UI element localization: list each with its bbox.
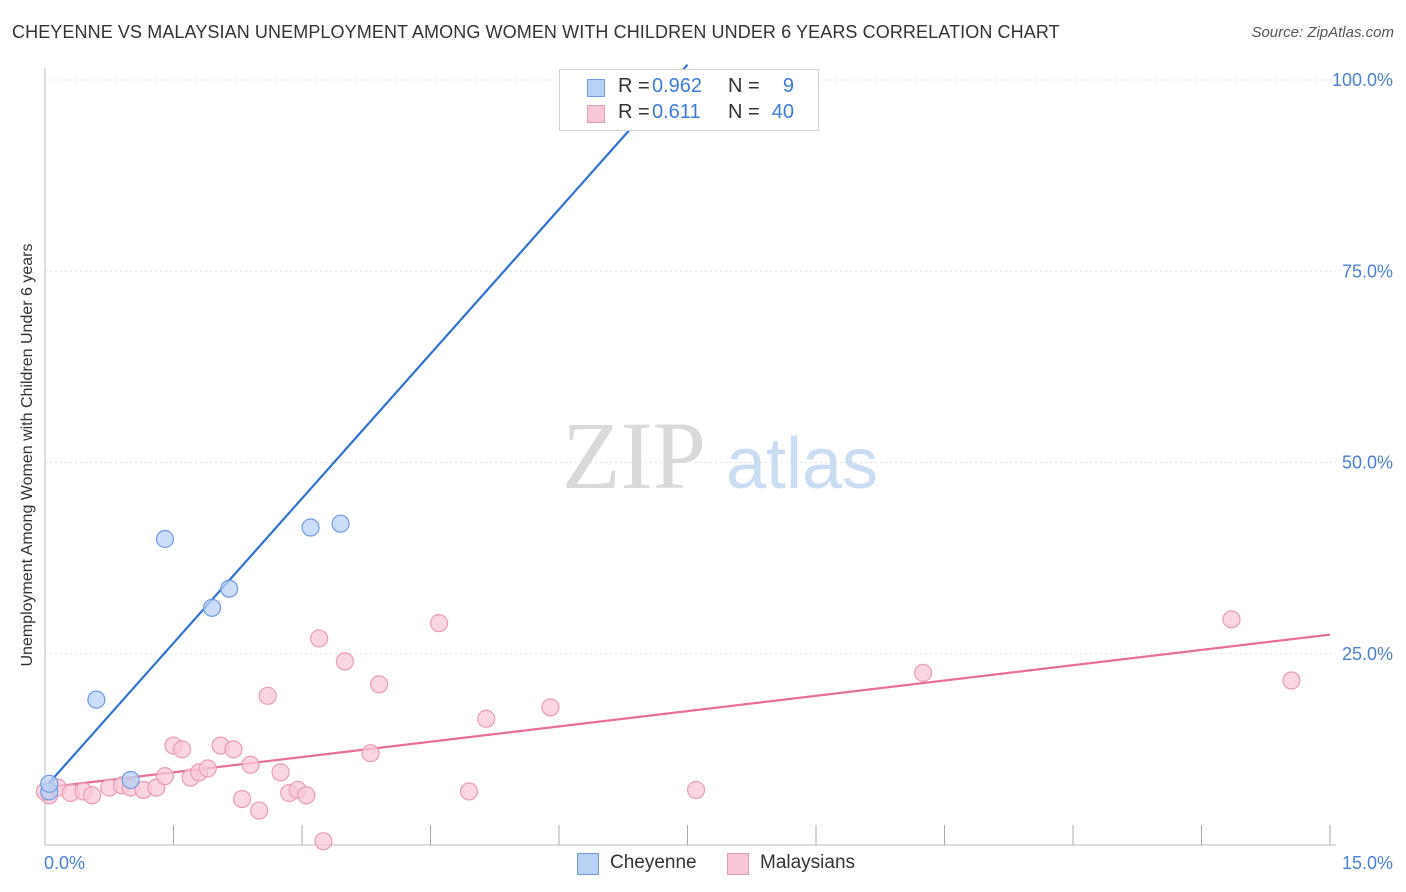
stats-legend: R = 0.962 N = 9 R = 0.611 N = 40 (559, 69, 819, 131)
chart-title: CHEYENNE VS MALAYSIAN UNEMPLOYMENT AMONG… (12, 22, 1060, 42)
x-tick-label: 15.0% (1342, 853, 1393, 873)
malaysian-point (297, 786, 316, 805)
legend-label-cheyenne: Cheyenne (610, 852, 697, 873)
y-tick-label: 100.0% (1332, 70, 1393, 90)
malaysian-point (1282, 671, 1301, 690)
malaysians-legend-swatch (727, 853, 749, 875)
cheyenne-trendline (44, 63, 689, 789)
r-label: R = (618, 75, 650, 97)
x-tick-label: 0.0% (44, 853, 85, 873)
malaysian-point (314, 832, 333, 851)
malaysian-point (83, 786, 102, 805)
malaysian-point (258, 686, 277, 705)
y-tick-label: 50.0% (1342, 453, 1393, 473)
series-legend: Cheyenne Malaysians (0, 851, 1406, 877)
n-label: N = (728, 75, 760, 97)
watermark-atlas: atlas (726, 424, 878, 504)
cheyenne-point (155, 529, 175, 549)
cheyenne-legend-swatch (577, 853, 599, 875)
cheyenne-point (220, 579, 239, 598)
malaysian-point (459, 782, 479, 801)
malaysian-point (541, 698, 560, 717)
n-value: 40 (771, 101, 794, 123)
malaysian-point (310, 629, 329, 648)
y-tick-label: 25.0% (1342, 644, 1393, 664)
stats-legend-row-cheyenne: R = 0.962 N = 9 (560, 75, 818, 101)
r-label: R = (618, 101, 650, 123)
malaysian-point (155, 767, 175, 786)
cheyenne-point (301, 518, 320, 537)
malaysian-point (250, 801, 269, 820)
malaysian-point (198, 759, 217, 778)
malaysian-point (232, 789, 252, 809)
malaysian-point (361, 744, 380, 763)
y-tick-label: 75.0% (1342, 261, 1393, 281)
cheyenne-point (202, 598, 222, 617)
cheyenne-point (87, 690, 106, 709)
malaysian-point (429, 614, 449, 633)
malaysian-point (271, 763, 290, 782)
cheyenne-swatch (587, 79, 605, 97)
watermark-zip: ZIP (562, 402, 706, 509)
malaysian-point (1222, 610, 1241, 629)
malaysian-point (477, 709, 496, 728)
r-value: 0.611 (652, 101, 701, 123)
r-value: 0.962 (652, 75, 703, 97)
malaysian-point (370, 675, 389, 694)
malaysian-point (686, 780, 706, 800)
n-label: N = (728, 101, 760, 123)
malaysian-point (335, 652, 354, 671)
stats-legend-row-malaysians: R = 0.611 N = 40 (560, 101, 818, 127)
cheyenne-point (331, 514, 350, 533)
malaysian-point (241, 755, 260, 774)
source-label: Source: ZipAtlas.com (1251, 24, 1394, 41)
malaysian-point (224, 740, 243, 759)
malaysian-trendline (44, 633, 1331, 789)
malaysian-point (913, 663, 933, 682)
malaysian-point (172, 740, 192, 759)
legend-label-malaysians: Malaysians (760, 852, 856, 873)
cheyenne-point (121, 770, 140, 790)
cheyenne-point (40, 774, 59, 793)
n-value: 9 (782, 75, 794, 97)
malaysians-swatch (587, 105, 605, 123)
